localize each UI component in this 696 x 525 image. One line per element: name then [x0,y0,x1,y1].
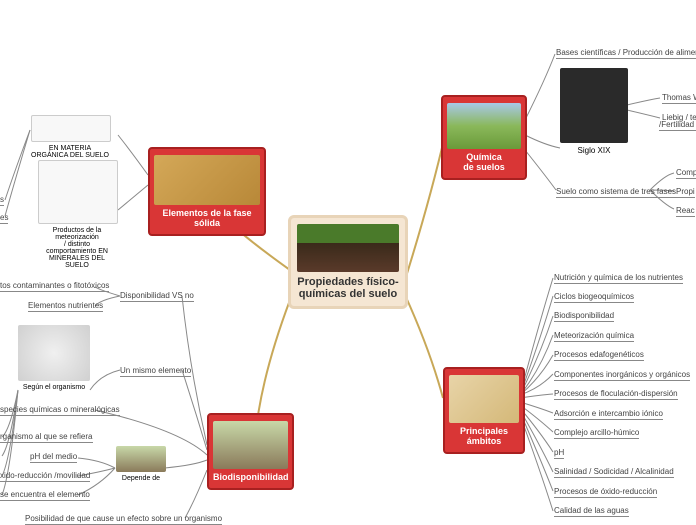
ambitos-label: Principales ámbitos [449,426,519,446]
ambito-0: Nutrición y química de los nutrientes [554,273,683,284]
siglo-label: Siglo XIX [560,146,628,155]
node-siglo[interactable]: Siglo XIX [560,68,628,155]
ambito-6: Procesos de floculación-dispersión [554,389,678,400]
materia-label: EN MATERIA ORGÁNICA DEL SUELO [31,145,109,159]
quimica-label2: de suelos [447,162,521,172]
ambito-5: Componentes inorgánicos y orgánicos [554,370,690,381]
elementos-label: Elementos de la fase sólida [154,208,260,228]
text-contaminantes: tos contaminantes o fitotóxicos [0,281,109,292]
ambito-8: Complejo arcillo-húmico [554,428,639,439]
node-biodisponibilidad[interactable]: Biodisponibilidad [207,413,294,490]
productos-label2: / distinto comportamiento EN [38,241,116,255]
node-depende[interactable]: Depende de [116,446,166,482]
text-organismo: rganismo al que se refiera [0,432,93,443]
ambito-2: Biodisponibilidad [554,311,614,322]
segun-label: Según el organismo [18,384,90,391]
depende-label: Depende de [116,475,166,482]
text-thomas: Thomas Wa [662,93,696,104]
text-encuentra: se encuentra el elemento [0,490,90,501]
text-suelo-fases: Suelo como sistema de tres fases [556,187,676,198]
productos-image [38,160,118,224]
node-quimica[interactable]: Química de suelos [441,95,527,180]
text-disponibilidad: Disponibilidad VS no [120,291,194,302]
quimica-label1: Química [447,152,521,162]
text-ph: pH del medio [30,452,77,463]
text-oxido: xido-reducción /movilidad [0,471,90,482]
text-s: s [0,195,4,206]
bio-label: Biodisponibilidad [213,472,288,482]
node-productos[interactable]: Productos de la meteorización / distinto… [38,160,116,269]
ambito-9: pH [554,448,564,459]
center-title: Propiedades físico-químicas del suelo [297,276,399,300]
ambito-12: Calidad de las aguas [554,506,629,517]
text-es: es [0,213,8,224]
center-image [297,224,399,272]
ambito-3: Meteorización química [554,331,634,342]
ambito-1: Ciclos biogeoquímicos [554,292,634,303]
quimica-image [447,103,521,149]
ambitos-image [449,375,519,423]
node-elementos[interactable]: Elementos de la fase sólida [148,147,266,236]
text-especies: species químicas o mineralógicas [0,405,120,416]
ambito-7: Adsorción e intercambio iónico [554,409,663,420]
bio-image [213,421,288,469]
depende-image [116,446,166,472]
elementos-image [154,155,260,205]
siglo-image [560,68,628,143]
node-segun[interactable]: Según el organismo [18,325,90,391]
productos-label1: Productos de la meteorización [38,227,116,241]
productos-label3: MINERALES DEL SUELO [38,255,116,269]
text-propi: Propi [676,187,695,198]
materia-image [31,115,111,142]
ambito-11: Procesos de óxido-reducción [554,487,657,498]
text-mismo: Un mismo elemento [120,366,191,377]
node-materia[interactable]: EN MATERIA ORGÁNICA DEL SUELO [31,115,109,159]
ambito-4: Procesos edafogenéticos [554,350,644,361]
center-node[interactable]: Propiedades físico-químicas del suelo [288,215,408,309]
segun-image [18,325,90,381]
ambito-10: Salinidad / Sodicidad / Alcalinidad [554,467,674,478]
text-bases: Bases científicas / Producción de alimen… [556,48,696,59]
text-comp: Comp [676,168,696,179]
text-liebig2: /Fertilidad d [659,120,696,131]
node-ambitos[interactable]: Principales ámbitos [443,367,525,454]
text-nutrientes: Elementos nutrientes [28,301,103,312]
text-reac: Reac [676,206,695,217]
